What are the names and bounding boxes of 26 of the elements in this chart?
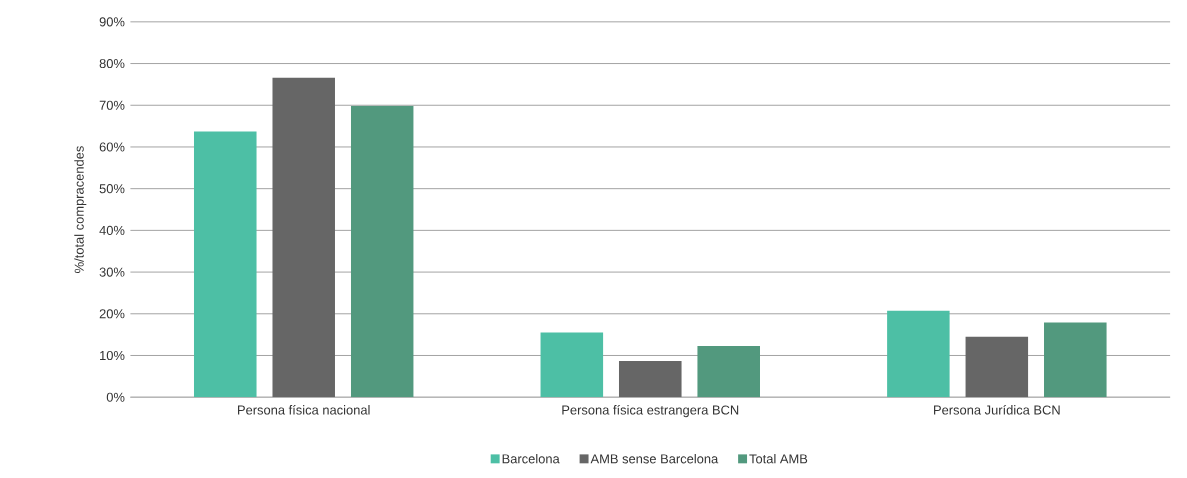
y-tick-label: 0% bbox=[106, 392, 125, 402]
bar bbox=[1044, 322, 1107, 398]
y-tick-label: 10% bbox=[100, 351, 125, 361]
legend-label: Barcelona bbox=[502, 454, 560, 464]
bar bbox=[272, 77, 335, 398]
x-tick-label: Persona física estrangera BCN bbox=[562, 405, 739, 418]
y-tick-label: 20% bbox=[99, 309, 125, 319]
bar bbox=[350, 105, 414, 398]
legend-label: AMB sense Barcelona bbox=[590, 454, 719, 464]
bar bbox=[965, 336, 1029, 398]
y-tick-label: 50% bbox=[99, 184, 125, 194]
y-tick-label: 30% bbox=[99, 267, 125, 277]
y-tick-label: 90% bbox=[99, 17, 125, 27]
y-tick-label: 40% bbox=[99, 225, 125, 236]
bar bbox=[193, 131, 257, 398]
bar bbox=[887, 311, 950, 398]
y-axis-title: %/total compracendes bbox=[74, 146, 87, 274]
y-tick-label: 60% bbox=[99, 142, 125, 152]
bar bbox=[618, 361, 682, 398]
y-tick-label: 70% bbox=[99, 100, 125, 110]
bar bbox=[540, 332, 604, 398]
x-tick-label: Persona Jurídica BCN bbox=[934, 405, 1060, 415]
legend-label: Total AMB bbox=[749, 454, 808, 464]
y-tick-label: 80% bbox=[99, 59, 125, 69]
bar bbox=[697, 346, 760, 398]
x-tick-label: Persona física nacional bbox=[238, 405, 370, 415]
